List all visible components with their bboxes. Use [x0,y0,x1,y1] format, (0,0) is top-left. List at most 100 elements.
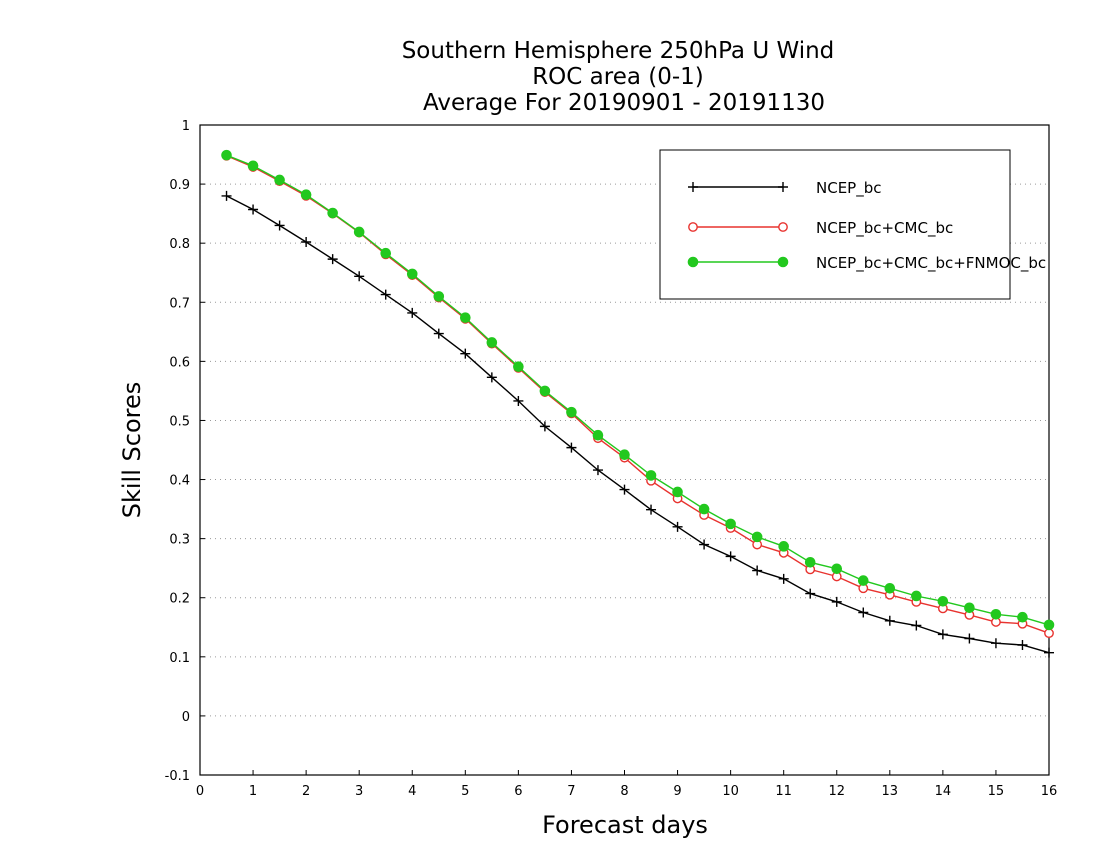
data-point [327,207,338,219]
data-point [725,518,736,530]
data-point [486,372,497,383]
y-tick-label: 0.2 [169,592,190,607]
x-axis-ticks: 0 1 2 3 4 5 6 7 8 9 10 11 12 13 14 15 16 [196,770,1057,799]
data-point [406,268,418,280]
x-tick-label: 7 [567,784,575,799]
x-tick-label: 13 [882,784,899,799]
title-line-2: ROC area (0-1) [532,64,704,90]
data-point [752,565,763,576]
title-line-3: Average For 20190901 - 20191130 [423,90,825,116]
data-point [221,190,232,201]
data-point [354,271,365,282]
legend-marker [687,256,699,268]
data-point [805,588,816,599]
data-point [990,638,1001,649]
data-point [646,504,657,515]
data-point [300,189,312,201]
data-point [619,449,630,461]
y-tick-label: 1 [182,119,190,134]
data-point [486,337,498,348]
series-line [226,195,1050,654]
data-point [778,573,789,584]
data-point [619,484,630,495]
data-point [301,237,312,247]
legend-marker [688,182,698,192]
legend-item-2: NCEP_bc+CMC_bc [688,219,953,238]
data-point [672,521,683,532]
y-tick-label: 0.1 [169,651,190,666]
data-point [566,442,577,453]
data-point [778,541,789,552]
data-point [221,149,232,161]
data-point [725,551,736,562]
data-point [513,395,524,406]
x-tick-label: 15 [988,784,1005,799]
y-tick-label: 0.9 [169,178,190,193]
series-3 [221,149,1055,631]
x-tick-label: 14 [935,784,952,799]
legend-marker [777,256,789,268]
data-point [353,226,365,238]
data-point [911,590,922,602]
data-point [937,629,948,640]
data-point [592,465,603,476]
data-point [460,312,471,323]
data-point [699,539,710,550]
y-tick-label: 0.8 [169,237,190,252]
y-axis-label: Skill Scores [118,382,146,519]
legend: NCEP_bc NCEP_bc+CMC_bc NCEP_bc+CMC_bc+FNMO… [659,149,1046,300]
y-tick-label: 0.6 [169,355,190,370]
data-point [645,470,657,481]
legend-label: NCEP_bc [816,179,882,198]
legend-item-1: NCEP_bc [688,179,882,198]
y-tick-label: 0.3 [169,533,190,548]
data-point [274,220,285,231]
data-point [460,348,471,359]
data-point [884,582,896,594]
data-point [274,174,285,186]
x-tick-label: 1 [249,784,257,799]
title-line-1: Southern Hemisphere 250hPa U Wind [402,38,835,64]
x-tick-label: 9 [673,784,681,799]
y-tick-label: -0.1 [165,769,190,784]
legend-marker [778,182,788,192]
data-point [247,160,259,172]
data-point [911,620,922,631]
data-point [831,563,843,575]
legend-box [659,149,1011,300]
x-tick-label: 8 [620,784,628,799]
x-tick-label: 16 [1041,784,1058,799]
y-tick-label: 0.5 [169,414,190,429]
data-point [327,254,338,265]
data-point [380,247,392,259]
series-group [221,149,1055,658]
x-tick-label: 2 [302,784,310,799]
data-point [804,556,816,568]
data-point [884,615,895,626]
data-point [1017,640,1028,650]
legend-label: NCEP_bc+CMC_bc [816,219,953,238]
data-point [539,385,551,397]
y-axis-ticks: -0.1 0 0.1 0.2 0.3 0.4 0.5 0.6 0.7 0.8 0.9 1 [165,119,205,784]
data-point [1017,611,1028,623]
data-point [964,633,975,644]
data-point [566,406,577,418]
chart-title: Southern Hemisphere 250hPa U Wind ROC ar… [402,38,835,116]
data-point [831,596,842,607]
data-point [857,575,869,586]
data-point [1044,647,1054,658]
data-point [937,595,949,607]
x-tick-label: 4 [408,784,416,799]
y-tick-label: 0.4 [169,474,190,489]
x-tick-label: 11 [775,784,792,799]
legend-marker [778,222,788,232]
y-tick-label: 0.7 [169,296,190,311]
data-point [990,608,1002,620]
data-point [539,421,550,432]
x-tick-label: 3 [355,784,363,799]
data-point [858,607,869,618]
x-tick-label: 5 [461,784,469,799]
legend-marker [688,222,698,232]
x-tick-label: 6 [514,784,522,799]
